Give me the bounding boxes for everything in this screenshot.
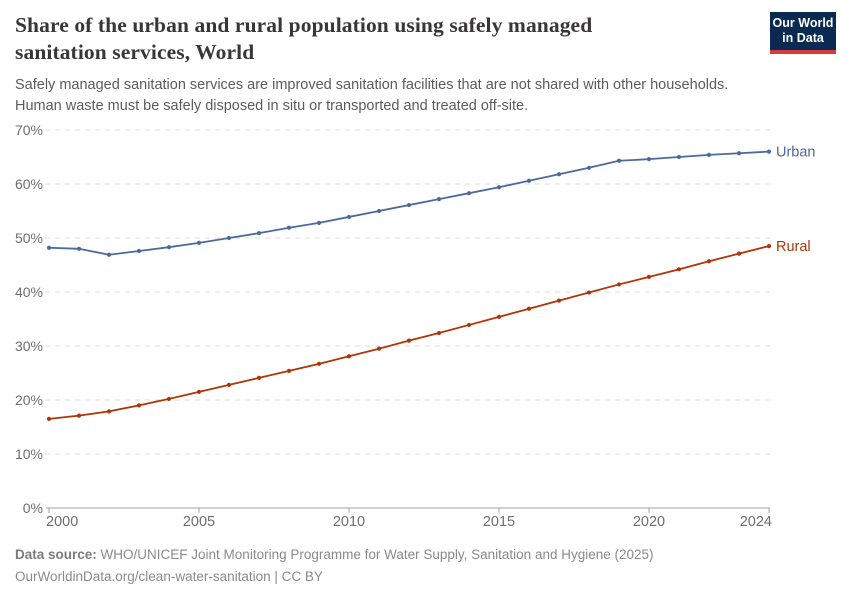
data-point-urban[interactable] xyxy=(526,178,532,183)
data-point-urban[interactable] xyxy=(106,252,112,257)
page-subtitle: Safely managed sanitation services are i… xyxy=(15,75,754,117)
data-point-urban[interactable] xyxy=(736,151,742,156)
data-point-urban[interactable] xyxy=(676,154,682,160)
data-point-urban[interactable] xyxy=(286,225,292,230)
chart-footer: Data source: WHO/UNICEF Joint Monitoring… xyxy=(15,544,835,587)
y-axis-tick-label: 50% xyxy=(15,230,43,246)
x-axis-tick-label: 2000 xyxy=(46,514,78,530)
y-axis-tick-label: 20% xyxy=(15,392,43,408)
data-point-rural[interactable] xyxy=(166,396,172,402)
data-point-rural[interactable] xyxy=(586,290,592,295)
page-subtitle-line2: Human waste must be safely disposed in s… xyxy=(15,98,529,114)
data-point-urban[interactable] xyxy=(406,202,412,208)
datasource-line: Data source: WHO/UNICEF Joint Monitoring… xyxy=(15,544,835,566)
chart-area[interactable]: 0% 10% 20% 30% 40% 50% 60% 70% 2000 2005 2010 2015 2… xyxy=(0,120,850,534)
data-point-rural[interactable] xyxy=(106,409,112,414)
data-point-urban[interactable] xyxy=(436,197,442,202)
data-point-rural[interactable] xyxy=(466,322,472,328)
data-point-urban[interactable] xyxy=(646,157,652,162)
y-axis-tick-label: 0% xyxy=(23,500,43,516)
x-axis-tick-label: 2010 xyxy=(333,514,365,530)
data-point-urban[interactable] xyxy=(706,152,712,157)
x-axis-tick-label: 2020 xyxy=(633,514,665,530)
data-point-rural[interactable] xyxy=(646,274,652,279)
data-point-rural[interactable] xyxy=(676,267,682,272)
data-point-rural[interactable] xyxy=(376,346,382,351)
data-point-urban[interactable] xyxy=(766,149,772,154)
y-axis-tick-label: 10% xyxy=(15,446,43,462)
x-axis-tick-label: 2005 xyxy=(183,514,215,530)
data-point-urban[interactable] xyxy=(136,248,142,254)
data-point-rural[interactable] xyxy=(286,368,292,373)
data-point-rural[interactable] xyxy=(706,259,712,264)
page-title: Share of the urban and rural population … xyxy=(15,12,754,66)
data-point-urban[interactable] xyxy=(496,185,502,190)
data-point-urban[interactable] xyxy=(466,191,472,196)
data-point-rural[interactable] xyxy=(226,382,232,387)
chart-svg[interactable]: 0% 10% 20% 30% 40% 50% 60% 70% 2000 2005 2010 2015 2… xyxy=(0,120,850,534)
data-point-urban[interactable] xyxy=(76,246,82,251)
owid-logo-line1: Our World xyxy=(772,16,834,30)
data-point-urban[interactable] xyxy=(256,231,262,236)
data-point-rural[interactable] xyxy=(406,338,412,343)
datasource-text: WHO/UNICEF Joint Monitoring Programme fo… xyxy=(100,547,654,562)
series-end-label-urban[interactable]: Urban xyxy=(776,145,816,161)
data-point-rural[interactable] xyxy=(736,251,742,256)
data-point-urban[interactable] xyxy=(316,220,322,225)
data-point-urban[interactable] xyxy=(376,208,382,214)
data-point-rural[interactable] xyxy=(766,244,772,249)
data-point-urban[interactable] xyxy=(166,245,172,250)
owid-logo[interactable]: Our World in Data xyxy=(770,12,836,54)
data-point-rural[interactable] xyxy=(256,375,262,380)
page-subtitle-line1: Safely managed sanitation services are i… xyxy=(15,77,729,93)
datasource-label: Data source: xyxy=(15,547,97,562)
data-point-rural[interactable] xyxy=(136,403,142,408)
data-point-rural[interactable] xyxy=(76,413,82,418)
data-point-rural[interactable] xyxy=(436,330,442,336)
data-point-urban[interactable] xyxy=(46,245,52,250)
license-line: OurWorldinData.org/clean-water-sanitatio… xyxy=(15,568,323,584)
x-axis-tick-label: 2015 xyxy=(483,514,515,530)
data-point-urban[interactable] xyxy=(556,172,562,177)
data-point-rural[interactable] xyxy=(316,361,322,366)
y-axis-tick-label: 70% xyxy=(15,122,43,138)
data-point-urban[interactable] xyxy=(346,214,352,220)
data-point-rural[interactable] xyxy=(346,354,352,359)
data-point-rural[interactable] xyxy=(526,306,532,311)
x-axis-tick-label: 2024 xyxy=(740,514,772,530)
data-point-rural[interactable] xyxy=(196,389,202,394)
data-point-urban[interactable] xyxy=(196,240,202,245)
data-point-urban[interactable] xyxy=(226,235,232,241)
data-point-rural[interactable] xyxy=(556,298,562,303)
series-line-rural[interactable] xyxy=(48,245,770,420)
data-point-rural[interactable] xyxy=(496,314,502,319)
y-axis-tick-label: 60% xyxy=(15,176,43,192)
y-axis-tick-label: 30% xyxy=(15,338,43,354)
data-point-rural[interactable] xyxy=(46,416,52,421)
page-title-line2: sanitation services, World xyxy=(15,40,255,64)
chart-header: Share of the urban and rural population … xyxy=(15,12,754,117)
data-point-urban[interactable] xyxy=(586,165,592,170)
y-axis-tick-label: 40% xyxy=(15,284,43,300)
data-point-urban[interactable] xyxy=(616,158,622,163)
series-end-label-rural[interactable]: Rural xyxy=(776,239,811,255)
owid-logo-line2: in Data xyxy=(782,31,824,45)
page-title-line1: Share of the urban and rural population … xyxy=(15,13,593,37)
data-point-rural[interactable] xyxy=(616,282,622,287)
